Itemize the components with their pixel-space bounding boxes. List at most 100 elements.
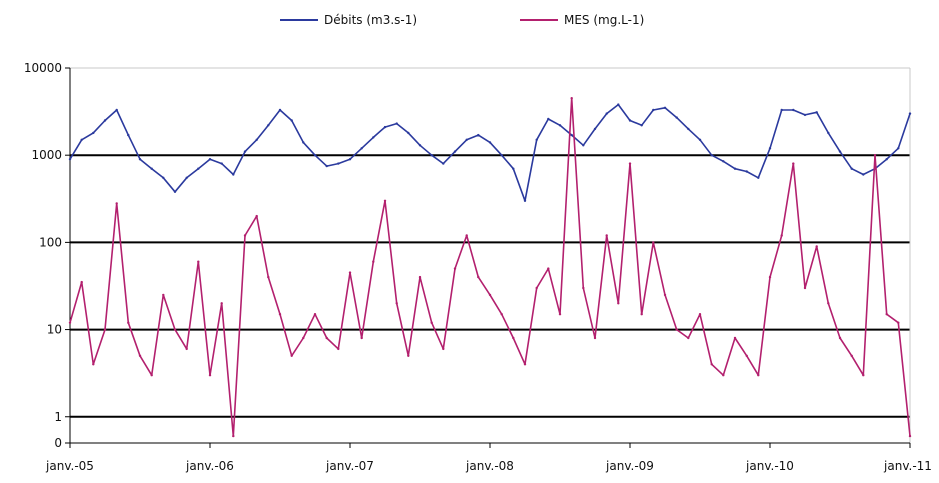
data-point-debits	[908, 112, 912, 115]
data-point-debits	[302, 141, 305, 144]
data-point-mes	[278, 313, 282, 316]
data-point-mes	[838, 336, 842, 340]
data-point-mes	[710, 363, 713, 366]
data-point-debits	[675, 116, 678, 119]
data-point-mes	[850, 354, 853, 357]
data-point-debits	[92, 131, 95, 135]
axes	[65, 67, 911, 448]
data-point-debits	[103, 119, 107, 122]
data-point-debits	[418, 144, 422, 147]
x-tick-label: janv.-08	[465, 459, 514, 473]
data-point-debits	[68, 158, 72, 161]
data-point-mes	[605, 234, 608, 237]
data-point-debits	[138, 158, 142, 161]
data-point-debits	[220, 162, 223, 165]
data-point-debits	[150, 167, 153, 170]
data-point-debits	[582, 144, 585, 147]
data-point-debits	[185, 176, 188, 179]
data-point-debits	[780, 108, 783, 112]
data-point-debits	[897, 147, 900, 150]
data-point-debits	[383, 125, 387, 129]
data-point-debits	[792, 108, 795, 112]
data-point-mes	[442, 347, 445, 351]
data-point-debits	[197, 167, 200, 170]
data-point-debits	[838, 150, 842, 153]
data-point-mes	[348, 271, 352, 274]
legend-label-debits: Débits (m3.s-1)	[324, 13, 417, 27]
data-point-debits	[488, 141, 492, 144]
data-point-debits	[407, 131, 410, 135]
data-point-mes	[827, 302, 830, 305]
data-point-mes	[395, 302, 398, 305]
data-point-mes	[488, 293, 492, 297]
legend: Débits (m3.s-1) MES (mg.L-1)	[280, 13, 644, 27]
data-point-mes	[80, 280, 83, 284]
data-point-mes	[220, 302, 223, 305]
data-point-debits	[278, 108, 282, 112]
series-line-mes	[69, 97, 911, 437]
data-point-debits	[570, 133, 573, 137]
data-point-mes	[337, 347, 340, 351]
data-point-mes	[792, 162, 795, 165]
data-point-debits	[442, 162, 445, 165]
data-point-debits	[255, 138, 258, 141]
series-line-debits	[69, 103, 911, 202]
data-point-mes	[512, 336, 515, 340]
data-point-debits	[395, 122, 398, 125]
data-point-mes	[255, 214, 258, 218]
data-point-debits	[768, 147, 772, 150]
data-point-debits	[558, 124, 562, 127]
data-point-mes	[745, 354, 748, 357]
data-point-mes	[757, 374, 760, 377]
data-point-debits	[208, 158, 212, 161]
data-point-debits	[640, 124, 643, 127]
data-point-mes	[185, 347, 188, 351]
data-point-debits	[803, 113, 807, 117]
data-point-mes	[500, 313, 503, 316]
data-point-debits	[733, 167, 737, 170]
data-point-mes	[687, 336, 690, 340]
data-point-debits	[745, 170, 748, 173]
data-point-debits	[173, 190, 177, 193]
y-tick-label: 1000	[31, 148, 62, 162]
data-point-mes	[138, 354, 142, 357]
data-point-mes	[383, 199, 387, 202]
data-point-mes	[558, 313, 562, 316]
data-point-mes	[477, 275, 480, 279]
data-point-mes	[780, 234, 783, 237]
y-tick-label: 10	[47, 323, 62, 337]
data-point-debits	[710, 154, 713, 157]
data-point-debits	[465, 138, 468, 141]
data-point-mes	[698, 313, 702, 316]
data-point-mes	[593, 336, 597, 340]
data-point-debits	[605, 112, 608, 115]
data-point-mes	[885, 313, 888, 316]
data-point-mes	[115, 202, 118, 205]
data-point-mes	[92, 363, 95, 366]
data-point-debits	[663, 106, 667, 110]
y-tick-label: 10000	[24, 61, 62, 75]
x-tick-label: janv.-05	[45, 459, 94, 473]
data-point-debits	[232, 173, 235, 176]
data-point-mes	[908, 434, 912, 438]
data-point-debits	[360, 147, 363, 150]
data-point-mes	[547, 267, 550, 270]
data-point-mes	[815, 245, 818, 248]
data-point-mes	[733, 336, 737, 340]
data-point-debits	[80, 138, 83, 141]
y-tick-label: 1	[54, 410, 62, 424]
data-point-mes	[407, 354, 410, 357]
data-point-mes	[803, 286, 807, 290]
gridlines	[70, 67, 911, 443]
data-point-debits	[348, 158, 352, 161]
data-point-mes	[617, 302, 620, 305]
data-point-debits	[290, 119, 293, 122]
legend-label-mes: MES (mg.L-1)	[564, 13, 644, 27]
data-point-mes	[663, 293, 667, 297]
data-point-mes	[208, 374, 212, 377]
data-point-debits	[313, 154, 317, 157]
data-point-mes	[628, 162, 632, 165]
data-point-mes	[582, 286, 585, 290]
data-point-mes	[173, 328, 177, 331]
